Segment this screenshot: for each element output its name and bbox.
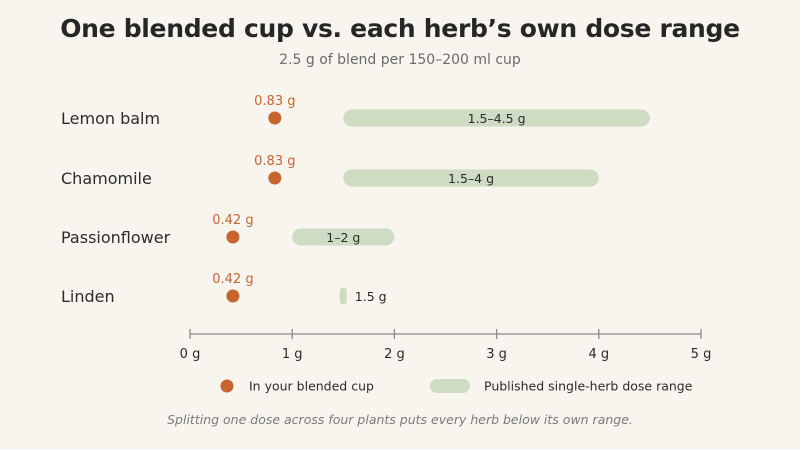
- dot-value-label: 0.83 g: [254, 94, 295, 109]
- blend-dose-dot: [226, 289, 240, 303]
- x-tick-label: 3 g: [486, 347, 507, 362]
- category-label: Lemon balm: [61, 109, 160, 128]
- legend-label-range: Published single-herb dose range: [484, 379, 693, 394]
- dose-range-bar: [343, 169, 599, 187]
- dose-range-bar: [339, 287, 347, 305]
- chart-row: Passionflower 1–2 g 0.42 g: [61, 213, 395, 247]
- chart-subtitle: 2.5 g of blend per 150–200 ml cup: [279, 52, 521, 68]
- chart-row: Linden 1.5 g 0.42 g: [61, 272, 387, 306]
- range-label: 1.5 g: [355, 289, 387, 304]
- chart-footnote: Splitting one dose across four plants pu…: [167, 412, 633, 427]
- category-label: Passionflower: [61, 228, 171, 247]
- chart-row: Lemon balm 1.5–4.5 g 0.83 g: [61, 94, 650, 128]
- range-label: 1–2 g: [326, 230, 360, 245]
- legend-dot-marker: [220, 379, 234, 393]
- blend-dose-dot: [226, 230, 240, 244]
- dot-value-label: 0.83 g: [254, 154, 295, 169]
- chart-title: One blended cup vs. each herb’s own dose…: [60, 14, 740, 43]
- blend-dose-dot: [268, 111, 282, 125]
- legend-range-marker: [430, 379, 470, 393]
- category-label: Linden: [61, 287, 115, 306]
- x-axis: 0 g 1 g 2 g 3 g 4 g 5 g: [180, 329, 712, 362]
- category-label: Chamomile: [61, 169, 152, 188]
- chart-legend: In your blended cup Published single-herb…: [220, 379, 693, 394]
- range-label: 1.5–4.5 g: [468, 111, 526, 126]
- legend-label-blend: In your blended cup: [249, 379, 374, 394]
- dose-range-bar: [343, 109, 650, 127]
- dot-value-label: 0.42 g: [212, 272, 253, 287]
- chart-rows: Lemon balm 1.5–4.5 g 0.83 g Chamomile 1.5–4 …: [61, 94, 650, 306]
- x-tick-label: 5 g: [691, 347, 712, 362]
- x-tick-label: 2 g: [384, 347, 405, 362]
- x-tick-label: 4 g: [588, 347, 609, 362]
- dose-range-bar: [292, 228, 395, 246]
- dot-value-label: 0.42 g: [212, 213, 253, 228]
- x-tick-label: 0 g: [180, 347, 201, 362]
- x-tick-label: 1 g: [282, 347, 303, 362]
- blend-dose-dot: [268, 171, 282, 185]
- chart-row: Chamomile 1.5–4 g 0.83 g: [61, 154, 599, 188]
- range-label: 1.5–4 g: [448, 171, 494, 186]
